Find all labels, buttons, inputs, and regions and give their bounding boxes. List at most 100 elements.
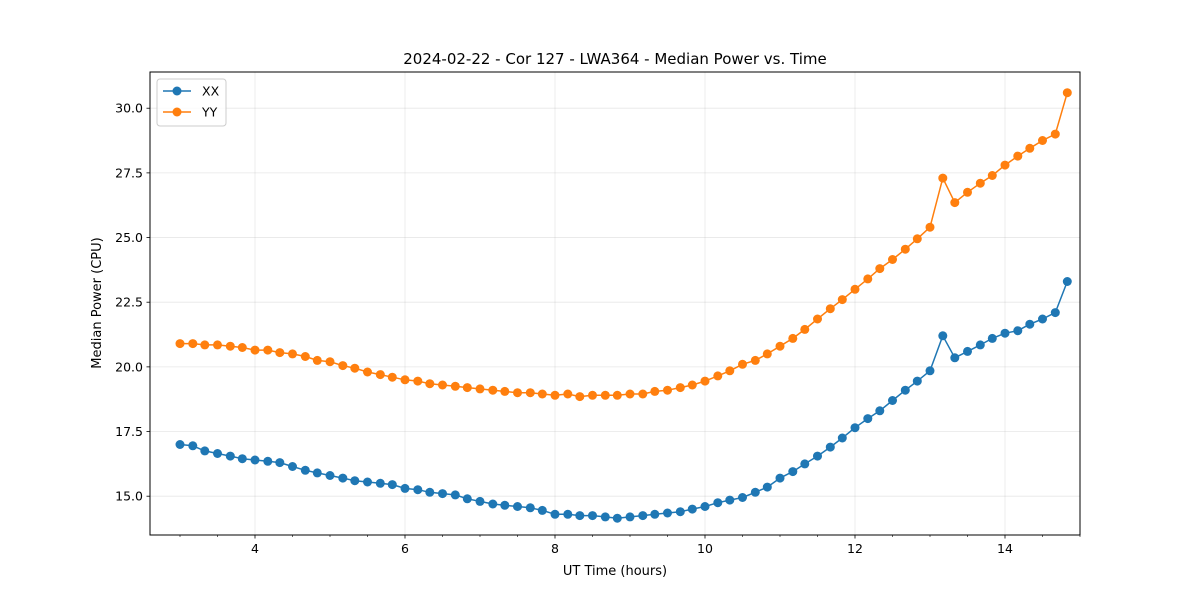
series-xx-point	[650, 509, 660, 519]
series-yy-point	[950, 198, 960, 208]
series-xx-point	[863, 414, 873, 424]
series-yy-point	[837, 295, 847, 305]
series-yy-point	[525, 388, 535, 398]
series-xx-point	[875, 406, 885, 416]
series-xx-point	[237, 454, 247, 464]
series-yy-point	[788, 333, 798, 343]
series-xx-point	[825, 442, 835, 452]
series-xx-point	[938, 331, 948, 341]
series-yy-point	[513, 388, 522, 398]
series-yy-point	[675, 383, 685, 393]
x-tick-label: 12	[847, 541, 863, 556]
series-yy-point	[350, 363, 360, 373]
series-xx-point	[963, 346, 972, 356]
x-tick-label: 14	[997, 541, 1013, 556]
y-tick-label: 17.5	[115, 424, 143, 439]
series-group	[175, 88, 1072, 523]
legend-xx-label: XX	[202, 84, 220, 99]
series-xx-point	[213, 449, 222, 458]
series-xx-point	[675, 507, 685, 517]
series-yy-point	[275, 348, 285, 358]
series-yy-point	[687, 380, 697, 390]
series-xx-point	[475, 496, 485, 506]
series-yy-point	[588, 390, 597, 400]
series-yy-point	[850, 284, 860, 294]
series-xx-point	[250, 455, 260, 465]
series-xx-point	[400, 483, 410, 493]
series-xx-point	[425, 487, 435, 497]
series-yy-point	[663, 385, 672, 395]
series-xx-point	[987, 333, 997, 343]
series-xx-point	[850, 423, 860, 433]
series-xx-point	[900, 385, 910, 395]
series-yy-point	[975, 178, 985, 188]
y-tick-label: 22.5	[115, 295, 143, 310]
series-yy-point	[612, 390, 622, 400]
series-xx-point	[175, 440, 185, 449]
series-yy-point	[750, 355, 760, 365]
series-xx-point	[488, 499, 498, 509]
series-yy-point	[875, 264, 885, 274]
series-xx-point	[188, 441, 198, 451]
series-yy-point	[462, 383, 472, 393]
series-yy-point	[250, 345, 260, 355]
series-xx-point	[350, 476, 360, 486]
series-yy-point	[987, 171, 997, 180]
series-yy-point	[575, 392, 585, 402]
series-xx-point	[563, 509, 573, 519]
series-yy-point	[500, 386, 510, 396]
series-yy-point	[200, 340, 210, 350]
series-xx-point	[1062, 277, 1072, 286]
series-yy-point	[237, 343, 247, 352]
series-yy-point	[413, 376, 423, 386]
series-xx-point	[725, 495, 735, 505]
x-tick-label: 10	[697, 541, 713, 556]
series-yy-point	[1038, 136, 1047, 145]
series-xx-point	[375, 478, 385, 488]
series-xx-point	[1038, 314, 1047, 324]
series-xx-point	[1025, 319, 1035, 329]
series-xx-point	[413, 485, 423, 495]
series-yy-point	[537, 389, 547, 399]
series-xx-point	[575, 511, 585, 521]
series-xx-point	[225, 451, 235, 461]
series-xx-point	[363, 477, 372, 487]
series-xx-point	[300, 465, 310, 475]
legend-yy-label: YY	[201, 105, 218, 120]
series-xx-point	[625, 512, 635, 522]
series-xx-point	[462, 494, 472, 504]
series-xx-point	[687, 504, 697, 514]
series-xx-point	[387, 480, 397, 490]
series-yy-point	[338, 361, 348, 371]
series-xx-point	[975, 340, 985, 350]
plot-frame	[149, 71, 1081, 536]
series-yy-point	[288, 349, 297, 359]
series-yy-point	[450, 381, 460, 391]
series-yy-point	[963, 187, 972, 197]
series-yy-point	[813, 314, 822, 324]
series-xx-point	[338, 473, 348, 483]
grid	[150, 72, 1080, 535]
y-tick-label: 30.0	[115, 101, 143, 116]
series-xx-point	[762, 482, 772, 492]
series-yy-point	[300, 352, 310, 361]
series-yy-point	[550, 390, 560, 400]
series-xx-point	[600, 512, 610, 522]
y-axis-label: Median Power (CPU)	[90, 237, 105, 368]
series-xx-point	[713, 498, 723, 508]
y-tick-label: 25.0	[115, 230, 143, 245]
series-yy-point	[225, 341, 235, 351]
legend-xx-marker	[172, 86, 182, 96]
x-tick-label: 4	[251, 541, 259, 556]
series-xx-point	[638, 511, 648, 521]
series-yy-point	[438, 380, 447, 390]
legend-yy-marker	[172, 107, 182, 117]
series-yy-point	[625, 389, 635, 399]
series-xx-point	[438, 489, 447, 499]
series-xx-point	[1050, 308, 1060, 318]
series-xx-point	[837, 433, 847, 443]
series-yy-point	[563, 389, 573, 399]
series-xx-point	[312, 468, 322, 478]
series-xx-point	[550, 509, 560, 519]
series-xx-point	[588, 511, 597, 521]
